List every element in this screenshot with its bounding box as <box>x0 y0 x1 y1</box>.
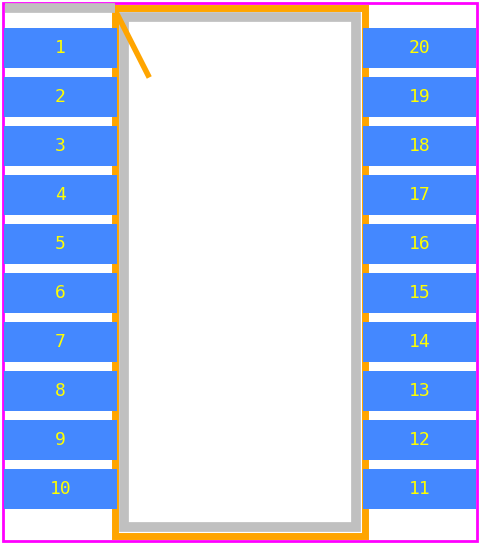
Text: 5: 5 <box>55 235 66 253</box>
Bar <box>4 28 117 68</box>
Bar <box>4 371 117 411</box>
Text: 17: 17 <box>408 186 431 204</box>
Bar <box>363 371 476 411</box>
Text: 18: 18 <box>408 137 431 155</box>
Text: 10: 10 <box>49 480 72 498</box>
Bar <box>115 8 365 536</box>
Bar <box>4 126 117 166</box>
Bar <box>363 77 476 117</box>
Text: 7: 7 <box>55 333 66 351</box>
Bar <box>363 28 476 68</box>
Text: 12: 12 <box>408 431 431 449</box>
Bar <box>363 273 476 313</box>
Bar <box>4 420 117 460</box>
Text: 8: 8 <box>55 382 66 400</box>
Bar <box>4 322 117 362</box>
Text: 3: 3 <box>55 137 66 155</box>
Text: 15: 15 <box>408 284 431 302</box>
Text: 13: 13 <box>408 382 431 400</box>
Text: 14: 14 <box>408 333 431 351</box>
Text: 9: 9 <box>55 431 66 449</box>
Bar <box>4 175 117 215</box>
Bar <box>363 175 476 215</box>
Bar <box>363 420 476 460</box>
Text: 1: 1 <box>55 39 66 57</box>
Text: 6: 6 <box>55 284 66 302</box>
Text: 19: 19 <box>408 88 431 106</box>
Text: 20: 20 <box>408 39 431 57</box>
Text: 11: 11 <box>408 480 431 498</box>
Text: 4: 4 <box>55 186 66 204</box>
Bar <box>4 273 117 313</box>
Bar <box>4 469 117 509</box>
Bar <box>124 17 356 527</box>
Bar <box>363 469 476 509</box>
Bar <box>363 126 476 166</box>
Bar <box>4 224 117 264</box>
Bar <box>363 322 476 362</box>
Bar <box>4 77 117 117</box>
Bar <box>363 224 476 264</box>
Text: 2: 2 <box>55 88 66 106</box>
Text: 16: 16 <box>408 235 431 253</box>
